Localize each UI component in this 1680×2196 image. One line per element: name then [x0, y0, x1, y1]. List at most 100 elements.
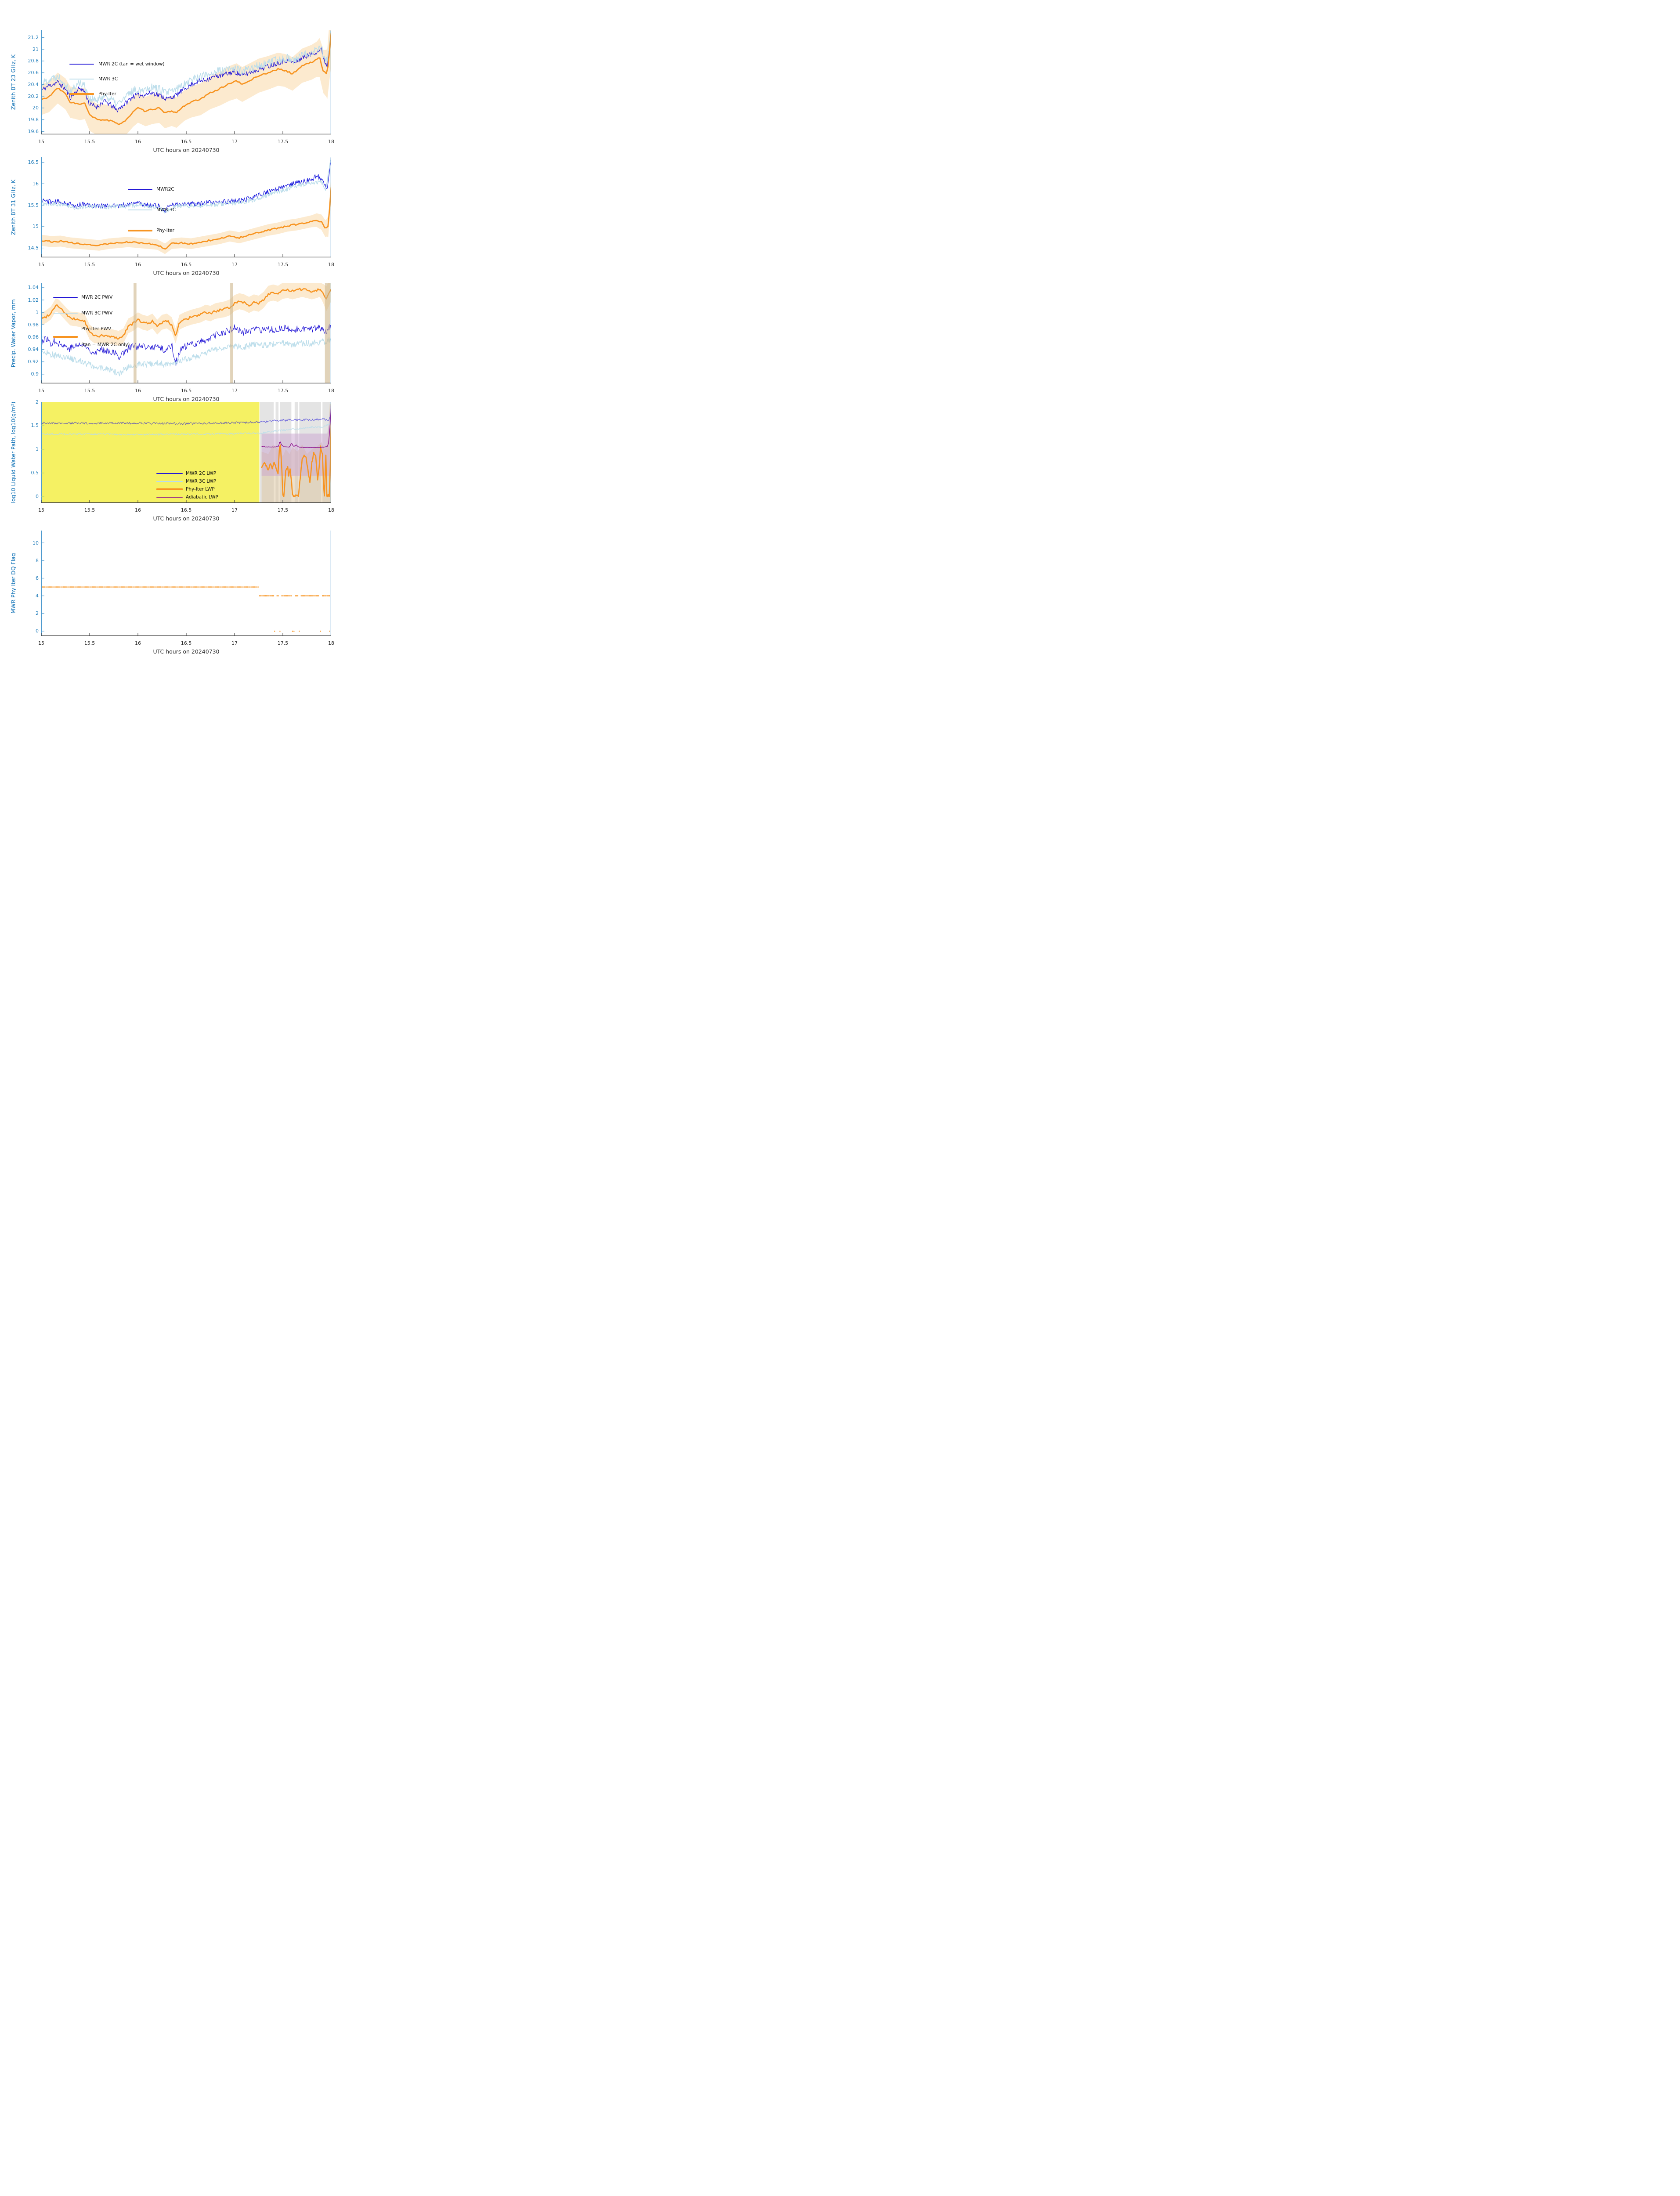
x-tick-label: 15.5 — [84, 139, 95, 144]
dq-flag-dot — [204, 586, 206, 588]
x-tick-label: 15 — [38, 640, 44, 646]
legend-swatch-mwr-2c-lwp — [156, 473, 183, 474]
x-tick-label: 18 — [328, 640, 334, 646]
y-tick-label: 2 — [36, 610, 39, 617]
dq-flag-dot — [102, 586, 104, 588]
legend-swatch-phy-iter-lwp — [156, 488, 183, 490]
x-tick-label: 17.5 — [277, 139, 289, 144]
y-tick-label: 0.9 — [31, 371, 39, 377]
dq-flag-dot — [184, 586, 186, 588]
dq-flag-dot — [66, 586, 68, 588]
dq-flag-dot — [147, 586, 149, 588]
legend-label: Phy-Iter — [98, 91, 116, 97]
y-tick-label: 4 — [36, 593, 39, 599]
dq-flag-dot — [170, 586, 172, 588]
dq-flag-dot — [50, 586, 51, 588]
legend-label: Adiabatic LWP — [186, 495, 218, 500]
dq-flag-dot — [43, 586, 44, 588]
y-tick-label: 1.04 — [28, 285, 39, 291]
dq-flag-dot — [117, 586, 119, 588]
wet-window-stripe — [134, 283, 137, 383]
dq-flag-dot — [175, 586, 177, 588]
dq-flag-dot — [206, 586, 208, 588]
dq-flag-dot — [103, 586, 105, 588]
dq-flag-dot — [255, 586, 257, 588]
dq-flag-dot — [259, 595, 260, 596]
legend-swatch-mwr-2c-pwv — [53, 296, 78, 298]
dq-flag-dot — [248, 586, 249, 588]
dq-flag-dot — [155, 586, 157, 588]
dq-flag-dot — [269, 595, 271, 596]
dq-flag-dot — [124, 586, 126, 588]
dq-flag-dot — [115, 586, 116, 588]
dq-flag-dot — [82, 586, 84, 588]
x-tick-label: 16 — [135, 262, 141, 267]
dq-flag-dot — [69, 586, 70, 588]
y-tick-label: 20.6 — [28, 70, 39, 76]
dq-flag-dot — [311, 595, 312, 596]
legend-label: MWR 2C (tan = wet window) — [98, 61, 165, 67]
dq-flag-dot — [125, 586, 126, 588]
dq-flag-dot — [79, 586, 80, 588]
dq-flag-dot — [192, 586, 194, 588]
x-tick-label: 16 — [135, 507, 141, 513]
dq-flag-dot — [149, 586, 151, 588]
dq-flag-dot — [194, 586, 195, 588]
dq-flag-dot — [221, 586, 223, 588]
dq-flag-dot — [53, 586, 55, 588]
dq-flag-dot — [288, 595, 289, 596]
dq-flag-dot — [293, 630, 295, 632]
dq-flag-dot — [228, 586, 230, 588]
dq-flag-dot — [178, 586, 180, 588]
dq-flag-dot — [230, 586, 231, 588]
y-tick-label: 21.2 — [28, 34, 39, 40]
dq-flag-dot — [249, 586, 251, 588]
dq-flag-dot — [69, 586, 71, 588]
y-tick-label: 10 — [33, 540, 39, 546]
legend-label: MWR 3C — [98, 76, 118, 82]
legend-label: Phy-Iter — [156, 228, 174, 233]
dq-flag-dot — [116, 586, 117, 588]
legend-swatch-mwr2c — [128, 188, 152, 190]
dq-flag-dot — [153, 586, 155, 588]
dq-flag-dot — [279, 630, 281, 632]
dq-flag-dot — [44, 586, 46, 588]
dq-flag-dot — [91, 586, 93, 588]
y-tick-label: 16 — [33, 181, 39, 187]
dq-flag-dot — [94, 586, 95, 588]
x-tick-label: 17.5 — [277, 388, 289, 394]
dq-flag-dot — [167, 586, 169, 588]
x-tick-label: 17 — [231, 507, 238, 513]
y-tick-label: 1.02 — [28, 297, 39, 303]
dq-flag-dot — [88, 586, 90, 588]
x-tick-label: 15.5 — [84, 640, 95, 646]
dq-flag-dot — [242, 586, 244, 588]
dq-flag-dot — [120, 586, 122, 588]
dq-flag-dot — [295, 595, 296, 596]
dq-flag-dot — [196, 586, 198, 588]
dq-flag-dot — [246, 586, 247, 588]
dq-flag-dot — [211, 586, 213, 588]
dq-flag-dot — [46, 586, 48, 588]
dq-flag-dot — [54, 586, 56, 588]
dq-flag-dot — [324, 595, 325, 596]
dq-flag-dot — [310, 595, 311, 596]
dq-flag-dot — [96, 586, 98, 588]
dq-flag-dot — [100, 586, 101, 588]
series-phy-iter-lwp — [261, 423, 331, 498]
dq-flag-dot — [62, 586, 64, 588]
x-tick-label: 17 — [231, 262, 238, 267]
dq-flag-dot — [169, 586, 171, 588]
dq-flag-dot — [173, 586, 174, 588]
dq-flag-dot — [273, 595, 275, 596]
dq-flag-dot — [52, 586, 54, 588]
dq-flag-dot — [188, 586, 189, 588]
dq-flag-dot — [285, 595, 286, 596]
dq-flag-dot — [203, 586, 204, 588]
dq-flag-dot — [315, 595, 317, 596]
dq-flag-dot — [166, 586, 167, 588]
dq-flag-dot — [180, 586, 181, 588]
x-tick-label: 17.5 — [277, 640, 289, 646]
dq-flag-dot — [312, 595, 314, 596]
dq-flag-dot — [58, 586, 59, 588]
